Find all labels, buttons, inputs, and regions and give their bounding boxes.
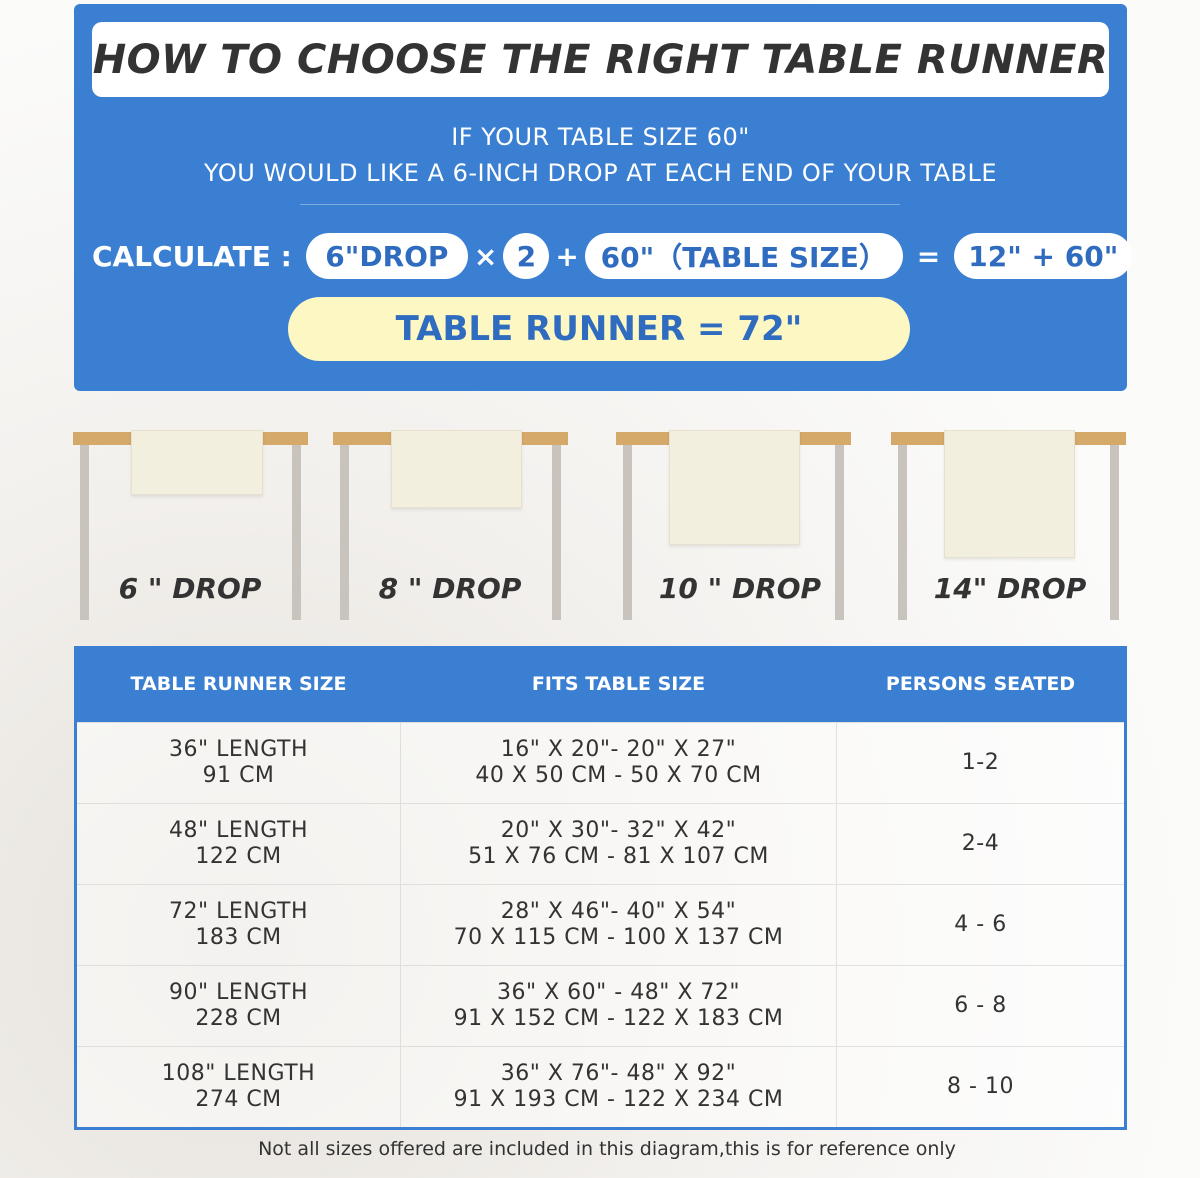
table-row: 90" LENGTH 228 CM 36" X 60" - 48" X 72" 91… — [77, 965, 1124, 1046]
factor-pill: 2 — [503, 233, 550, 279]
size-inches: 90" LENGTH — [169, 980, 308, 1005]
header-runner-size: TABLE RUNNER SIZE — [130, 673, 347, 695]
table-leg — [340, 445, 349, 620]
table-leg — [552, 445, 561, 620]
size-cm: 122 CM — [195, 844, 282, 869]
fits-inches: 20" X 30"- 32" X 42" — [500, 818, 737, 843]
persons-value: 8 - 10 — [947, 1074, 1014, 1099]
size-cm: 91 CM — [202, 763, 275, 788]
intro-line-2: YOU WOULD LIKE A 6-INCH DROP AT EACH END… — [204, 159, 997, 187]
persons-cell: 4 - 6 — [837, 885, 1124, 965]
runner-size-cell: 72" LENGTH 183 CM — [77, 885, 400, 965]
fits-cell: 20" X 30"- 32" X 42" 51 X 76 CM - 81 X 10… — [400, 804, 837, 884]
fits-cm: 51 X 76 CM - 81 X 107 CM — [468, 844, 769, 869]
calc-label: CALCULATE : — [92, 239, 292, 273]
size-cm: 183 CM — [195, 925, 282, 950]
fits-inches: 16" X 20"- 20" X 27" — [500, 737, 737, 762]
runner-size-cell: 108" LENGTH 274 CM — [77, 1047, 400, 1127]
persons-cell: 2-4 — [837, 804, 1124, 884]
persons-cell: 8 - 10 — [837, 1047, 1124, 1127]
persons-value: 2-4 — [961, 831, 1000, 856]
fits-cell: 36" X 76"- 48" X 92" 91 X 193 CM - 122 X … — [400, 1047, 837, 1127]
calculation-row: CALCULATE : 6"DROP × 2 + 60"（TABLE SIZE）… — [92, 232, 1133, 280]
page-title: HOW TO CHOOSE THE RIGHT TABLE RUNNER — [92, 22, 1109, 97]
fits-cell: 28" X 46"- 40" X 54" 70 X 115 CM - 100 X … — [400, 885, 837, 965]
drop-label: 10 " DROP — [658, 572, 822, 605]
runner-illustration — [669, 430, 800, 545]
persons-value: 4 - 6 — [954, 912, 1007, 937]
fits-cm: 91 X 152 CM - 122 X 183 CM — [453, 1006, 784, 1031]
times-sign: × — [473, 239, 498, 273]
fits-inches: 36" X 60" - 48" X 72" — [497, 980, 740, 1005]
fits-inches: 28" X 46"- 40" X 54" — [500, 899, 737, 924]
table-leg — [835, 445, 844, 620]
drop-label: 14" DROP — [933, 572, 1087, 605]
size-inches: 108" LENGTH — [161, 1061, 316, 1086]
size-inches: 48" LENGTH — [169, 818, 308, 843]
header-persons: PERSONS SEATED — [885, 673, 1076, 695]
table-size-pill: 60"（TABLE SIZE） — [584, 233, 903, 279]
table-row: 72" LENGTH 183 CM 28" X 46"- 40" X 54" 70 … — [77, 884, 1124, 965]
persons-value: 6 - 8 — [954, 993, 1007, 1018]
runner-size-cell: 36" LENGTH 91 CM — [77, 723, 400, 803]
table-leg — [80, 445, 89, 620]
drop-label: 8 " DROP — [378, 572, 522, 605]
size-cm: 274 CM — [195, 1087, 282, 1112]
table-leg — [898, 445, 907, 620]
fits-cell: 16" X 20"- 20" X 27" 40 X 50 CM - 50 X 70… — [400, 723, 837, 803]
header-fits-table: FITS TABLE SIZE — [531, 673, 706, 695]
runner-illustration — [131, 430, 263, 495]
table-row: 108" LENGTH 274 CM 36" X 76"- 48" X 92" 91… — [77, 1046, 1124, 1127]
equals-sign: = — [916, 239, 941, 273]
table-leg — [1110, 445, 1119, 620]
persons-cell: 6 - 8 — [837, 966, 1124, 1046]
persons-value: 1-2 — [961, 750, 1000, 775]
intro-line-1: IF YOUR TABLE SIZE 60" — [451, 123, 750, 151]
plus-sign: + — [555, 239, 579, 273]
result-pill: TABLE RUNNER = 72" — [288, 297, 910, 361]
size-inches: 36" LENGTH — [169, 737, 308, 762]
table-leg — [292, 445, 301, 620]
persons-cell: 1-2 — [837, 723, 1124, 803]
fits-inches: 36" X 76"- 48" X 92" — [500, 1061, 737, 1086]
table-row: 48" LENGTH 122 CM 20" X 30"- 32" X 42" 51 … — [77, 803, 1124, 884]
footnote: Not all sizes offered are included in th… — [258, 1138, 956, 1160]
runner-size-cell: 48" LENGTH 122 CM — [77, 804, 400, 884]
divider — [300, 204, 900, 205]
sum-pill: 12" + 60" — [954, 233, 1133, 279]
runner-illustration — [391, 430, 522, 508]
fits-cell: 36" X 60" - 48" X 72" 91 X 152 CM - 122 X… — [400, 966, 837, 1046]
drop-label: 6 " DROP — [118, 572, 262, 605]
table-header: TABLE RUNNER SIZE FITS TABLE SIZE PERSON… — [77, 646, 1124, 722]
runner-illustration — [944, 430, 1075, 558]
size-cm: 228 CM — [195, 1006, 282, 1031]
table-leg — [623, 445, 632, 620]
size-inches: 72" LENGTH — [169, 899, 308, 924]
table-row: 36" LENGTH 91 CM 16" X 20"- 20" X 27" 40 X… — [77, 722, 1124, 803]
fits-cm: 91 X 193 CM - 122 X 234 CM — [453, 1087, 784, 1112]
size-table: TABLE RUNNER SIZE FITS TABLE SIZE PERSON… — [74, 646, 1127, 1130]
runner-size-cell: 90" LENGTH 228 CM — [77, 966, 400, 1046]
drop-pill: 6"DROP — [305, 233, 468, 279]
fits-cm: 40 X 50 CM - 50 X 70 CM — [475, 763, 762, 788]
fits-cm: 70 X 115 CM - 100 X 137 CM — [453, 925, 784, 950]
